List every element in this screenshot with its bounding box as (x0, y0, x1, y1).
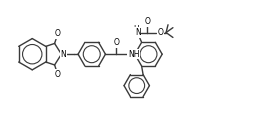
Text: O: O (113, 38, 119, 47)
Text: N: N (135, 28, 141, 37)
Text: N: N (60, 50, 66, 59)
Text: O: O (145, 17, 150, 26)
Text: NH: NH (128, 50, 139, 59)
Text: O: O (55, 70, 60, 79)
Text: O: O (157, 28, 163, 37)
Text: O: O (55, 29, 60, 38)
Text: H: H (133, 25, 139, 34)
